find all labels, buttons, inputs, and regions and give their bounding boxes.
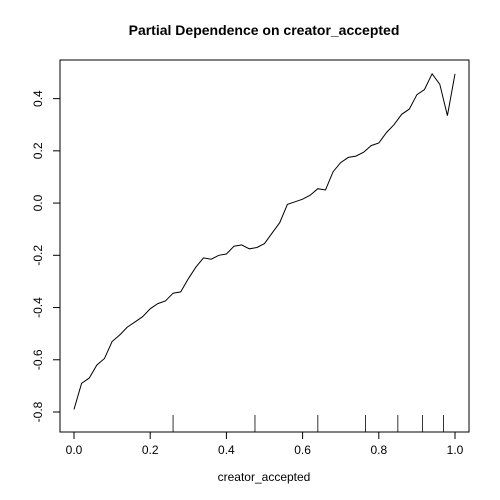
x-tick-label: 0.2	[142, 443, 159, 457]
x-tick-label: 0.8	[370, 443, 387, 457]
y-tick-label: 0.4	[31, 90, 45, 107]
y-axis: -0.8 -0.6 -0.4 -0.2 0.0 0.2 0.4	[31, 90, 61, 422]
plot-frame	[59, 59, 470, 433]
y-tick-label: 0.2	[31, 142, 45, 159]
x-tick-label: 0.6	[294, 443, 311, 457]
x-tick-label: 0.0	[66, 443, 83, 457]
y-tick-label: -0.2	[31, 245, 45, 266]
x-tick-label: 1.0	[447, 443, 464, 457]
partial-dependence-line	[73, 72, 456, 410]
y-tick-label: 0.0	[31, 194, 45, 211]
rug-marks	[172, 415, 444, 432]
x-tick-label: 0.4	[218, 443, 235, 457]
chart-title: Partial Dependence on creator_accepted	[129, 22, 400, 38]
y-tick-label: -0.8	[31, 401, 45, 422]
y-tick-label: -0.6	[31, 349, 45, 370]
x-axis: 0.0 0.2 0.4 0.6 0.8 1.0	[66, 431, 464, 457]
x-axis-title: creator_accepted	[218, 470, 311, 484]
y-tick-label: -0.4	[31, 297, 45, 318]
